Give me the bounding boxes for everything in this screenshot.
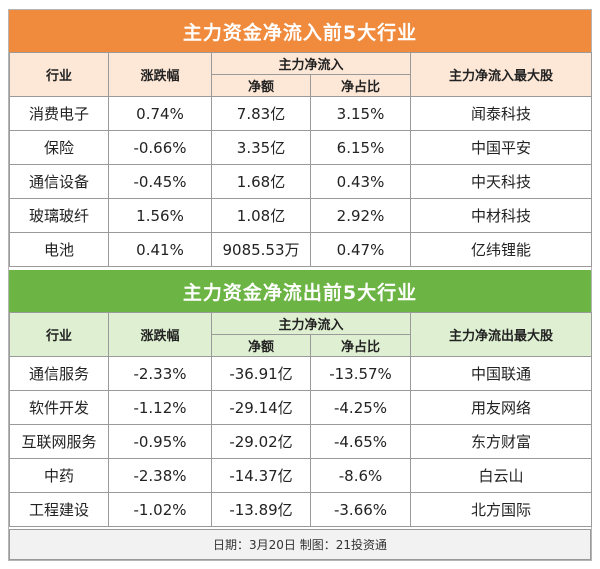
cell-ratio: 0.43% <box>309 164 412 199</box>
cell-industry: 互联网服务 <box>9 424 109 459</box>
cell-amount: -36.91亿 <box>211 356 311 391</box>
cell-change: -0.95% <box>108 424 212 459</box>
cell-amount: 1.08亿 <box>211 198 311 233</box>
cell-change: -0.66% <box>108 130 212 165</box>
cell-top-stock: 东方财富 <box>410 424 593 459</box>
table-row: 玻璃玻纤 1.56% 1.08亿 2.92% 中材科技 <box>9 198 593 233</box>
cell-industry: 消费电子 <box>9 96 109 131</box>
cell-industry: 通信设备 <box>9 164 109 199</box>
header-ratio: 净占比 <box>309 74 412 97</box>
cell-change: -0.45% <box>108 164 212 199</box>
header-change: 涨跌幅 <box>108 312 212 357</box>
cell-change: -1.12% <box>108 390 212 425</box>
table-row: 通信服务 -2.33% -36.91亿 -13.57% 中国联通 <box>9 356 593 391</box>
outflow-table: 行业 涨跌幅 主力净流入 主力净流出最大股 净额 净占比 通信服务 -2.33% -… <box>9 312 593 527</box>
table-row: 消费电子 0.74% 7.83亿 3.15% 闻泰科技 <box>9 96 593 131</box>
header-change: 涨跌幅 <box>108 52 212 97</box>
header-ratio: 净占比 <box>309 334 412 357</box>
table-row: 通信设备 -0.45% 1.68亿 0.43% 中天科技 <box>9 164 593 199</box>
table-row: 保险 -0.66% 3.35亿 6.15% 中国平安 <box>9 130 593 165</box>
cell-change: 1.56% <box>108 198 212 233</box>
cell-industry: 工程建设 <box>9 492 109 527</box>
cell-ratio: -13.57% <box>309 356 412 391</box>
cell-amount: 7.83亿 <box>211 96 311 131</box>
outflow-title: 主力资金净流出前5大行业 <box>9 270 591 312</box>
cell-ratio: -4.25% <box>309 390 412 425</box>
table-row: 电池 0.41% 9085.53万 0.47% 亿纬锂能 <box>9 232 593 267</box>
cell-amount: 9085.53万 <box>211 232 311 267</box>
inflow-title: 主力资金净流入前5大行业 <box>9 10 591 52</box>
header-amount: 净额 <box>211 334 311 357</box>
cell-top-stock: 中天科技 <box>410 164 593 199</box>
cell-change: 0.41% <box>108 232 212 267</box>
cell-ratio: -8.6% <box>309 458 412 493</box>
cell-top-stock: 用友网络 <box>410 390 593 425</box>
cell-industry: 保险 <box>9 130 109 165</box>
cell-amount: 1.68亿 <box>211 164 311 199</box>
header-industry: 行业 <box>9 52 109 97</box>
cell-change: -2.38% <box>108 458 212 493</box>
header-main-net-inflow: 主力净流入 <box>210 312 412 335</box>
cell-industry: 玻璃玻纤 <box>9 198 109 233</box>
cell-amount: 3.35亿 <box>211 130 311 165</box>
cell-ratio: 0.47% <box>309 232 412 267</box>
header-amount: 净额 <box>211 74 311 97</box>
header-top-stock: 主力净流出最大股 <box>410 312 593 357</box>
cell-ratio: 2.92% <box>309 198 412 233</box>
cell-amount: -29.02亿 <box>211 424 311 459</box>
header-industry: 行业 <box>9 312 109 357</box>
cell-industry: 中药 <box>9 458 109 493</box>
cell-top-stock: 亿纬锂能 <box>410 232 593 267</box>
cell-ratio: -3.66% <box>309 492 412 527</box>
cell-amount: -29.14亿 <box>211 390 311 425</box>
cell-top-stock: 白云山 <box>410 458 593 493</box>
header-top-stock: 主力净流入最大股 <box>410 52 593 97</box>
cell-change: 0.74% <box>108 96 212 131</box>
footer-caption: 日期：3月20日 制图：21投资通 <box>9 529 591 560</box>
cell-industry: 电池 <box>9 232 109 267</box>
cell-top-stock: 中国平安 <box>410 130 593 165</box>
cell-industry: 通信服务 <box>9 356 109 391</box>
cell-amount: -14.37亿 <box>211 458 311 493</box>
cell-ratio: -4.65% <box>309 424 412 459</box>
cell-change: -2.33% <box>108 356 212 391</box>
cell-ratio: 6.15% <box>309 130 412 165</box>
cell-top-stock: 闻泰科技 <box>410 96 593 131</box>
table-row: 工程建设 -1.02% -13.89亿 -3.66% 北方国际 <box>9 492 593 527</box>
cell-top-stock: 北方国际 <box>410 492 593 527</box>
table-row: 软件开发 -1.12% -29.14亿 -4.25% 用友网络 <box>9 390 593 425</box>
table-row: 中药 -2.38% -14.37亿 -8.6% 白云山 <box>9 458 593 493</box>
cell-change: -1.02% <box>108 492 212 527</box>
cell-top-stock: 中国联通 <box>410 356 593 391</box>
cell-amount: -13.89亿 <box>211 492 311 527</box>
header-main-net-inflow: 主力净流入 <box>210 52 412 75</box>
cell-top-stock: 中材科技 <box>410 198 593 233</box>
cell-ratio: 3.15% <box>309 96 412 131</box>
table-row: 互联网服务 -0.95% -29.02亿 -4.65% 东方财富 <box>9 424 593 459</box>
inflow-table: 行业 涨跌幅 主力净流入 主力净流入最大股 净额 净占比 消费电子 0.74% 7.… <box>9 52 593 267</box>
cell-industry: 软件开发 <box>9 390 109 425</box>
